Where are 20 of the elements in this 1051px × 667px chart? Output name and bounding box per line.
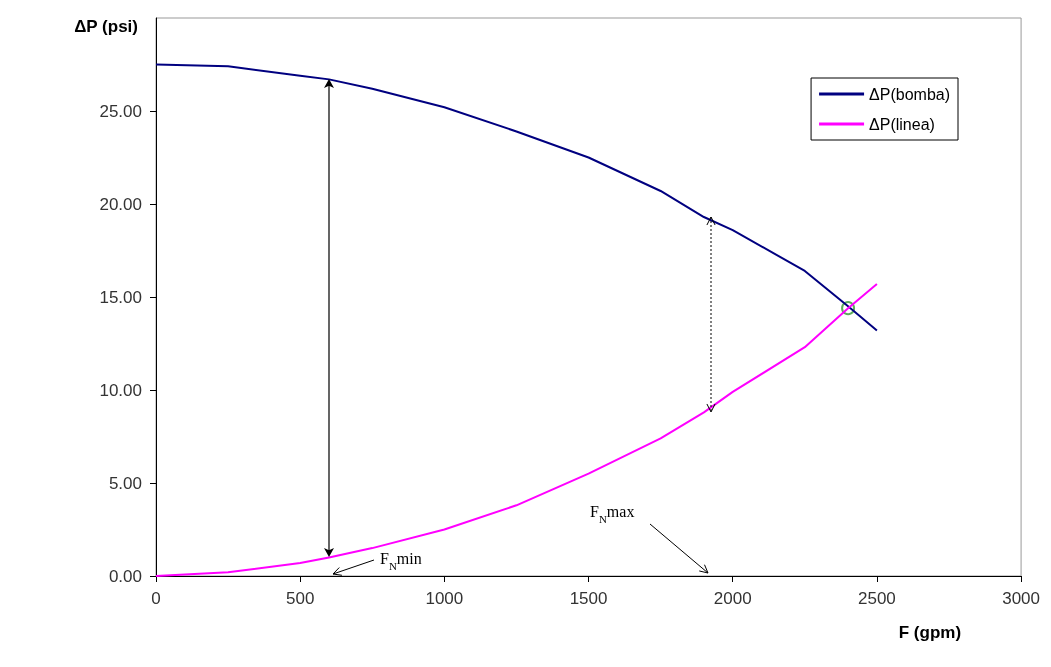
annotation: F$_{N}$max (590, 503, 635, 525)
y-tick-label: 25.00 (99, 101, 142, 121)
y-tick-label: 15.00 (99, 287, 142, 307)
x-tick-label: 1500 (569, 589, 608, 608)
x-axis-title: F (gpm) (898, 623, 962, 642)
y-tick-label: 5.00 (108, 473, 142, 493)
y-tick-label: 10.00 (99, 380, 142, 400)
y-tick-label: 20.00 (99, 194, 142, 214)
y-axis-title: ΔP (psi) (74, 17, 138, 36)
annotation: F$_{N}$min (380, 550, 422, 572)
x-tick-label: 2000 (713, 589, 752, 608)
legend-label: ΔP(bomba) (869, 85, 950, 103)
x-tick-label: 500 (285, 589, 315, 608)
x-tick-label: 1000 (425, 589, 464, 608)
x-tick-label: 2500 (857, 589, 896, 608)
line-series (155, 282, 878, 577)
x-tick-label: 3000 (1002, 589, 1040, 608)
x-tick-label: 0 (151, 589, 161, 608)
legend-label: ΔP(linea) (869, 115, 935, 133)
y-tick-label: 0.00 (108, 566, 142, 586)
